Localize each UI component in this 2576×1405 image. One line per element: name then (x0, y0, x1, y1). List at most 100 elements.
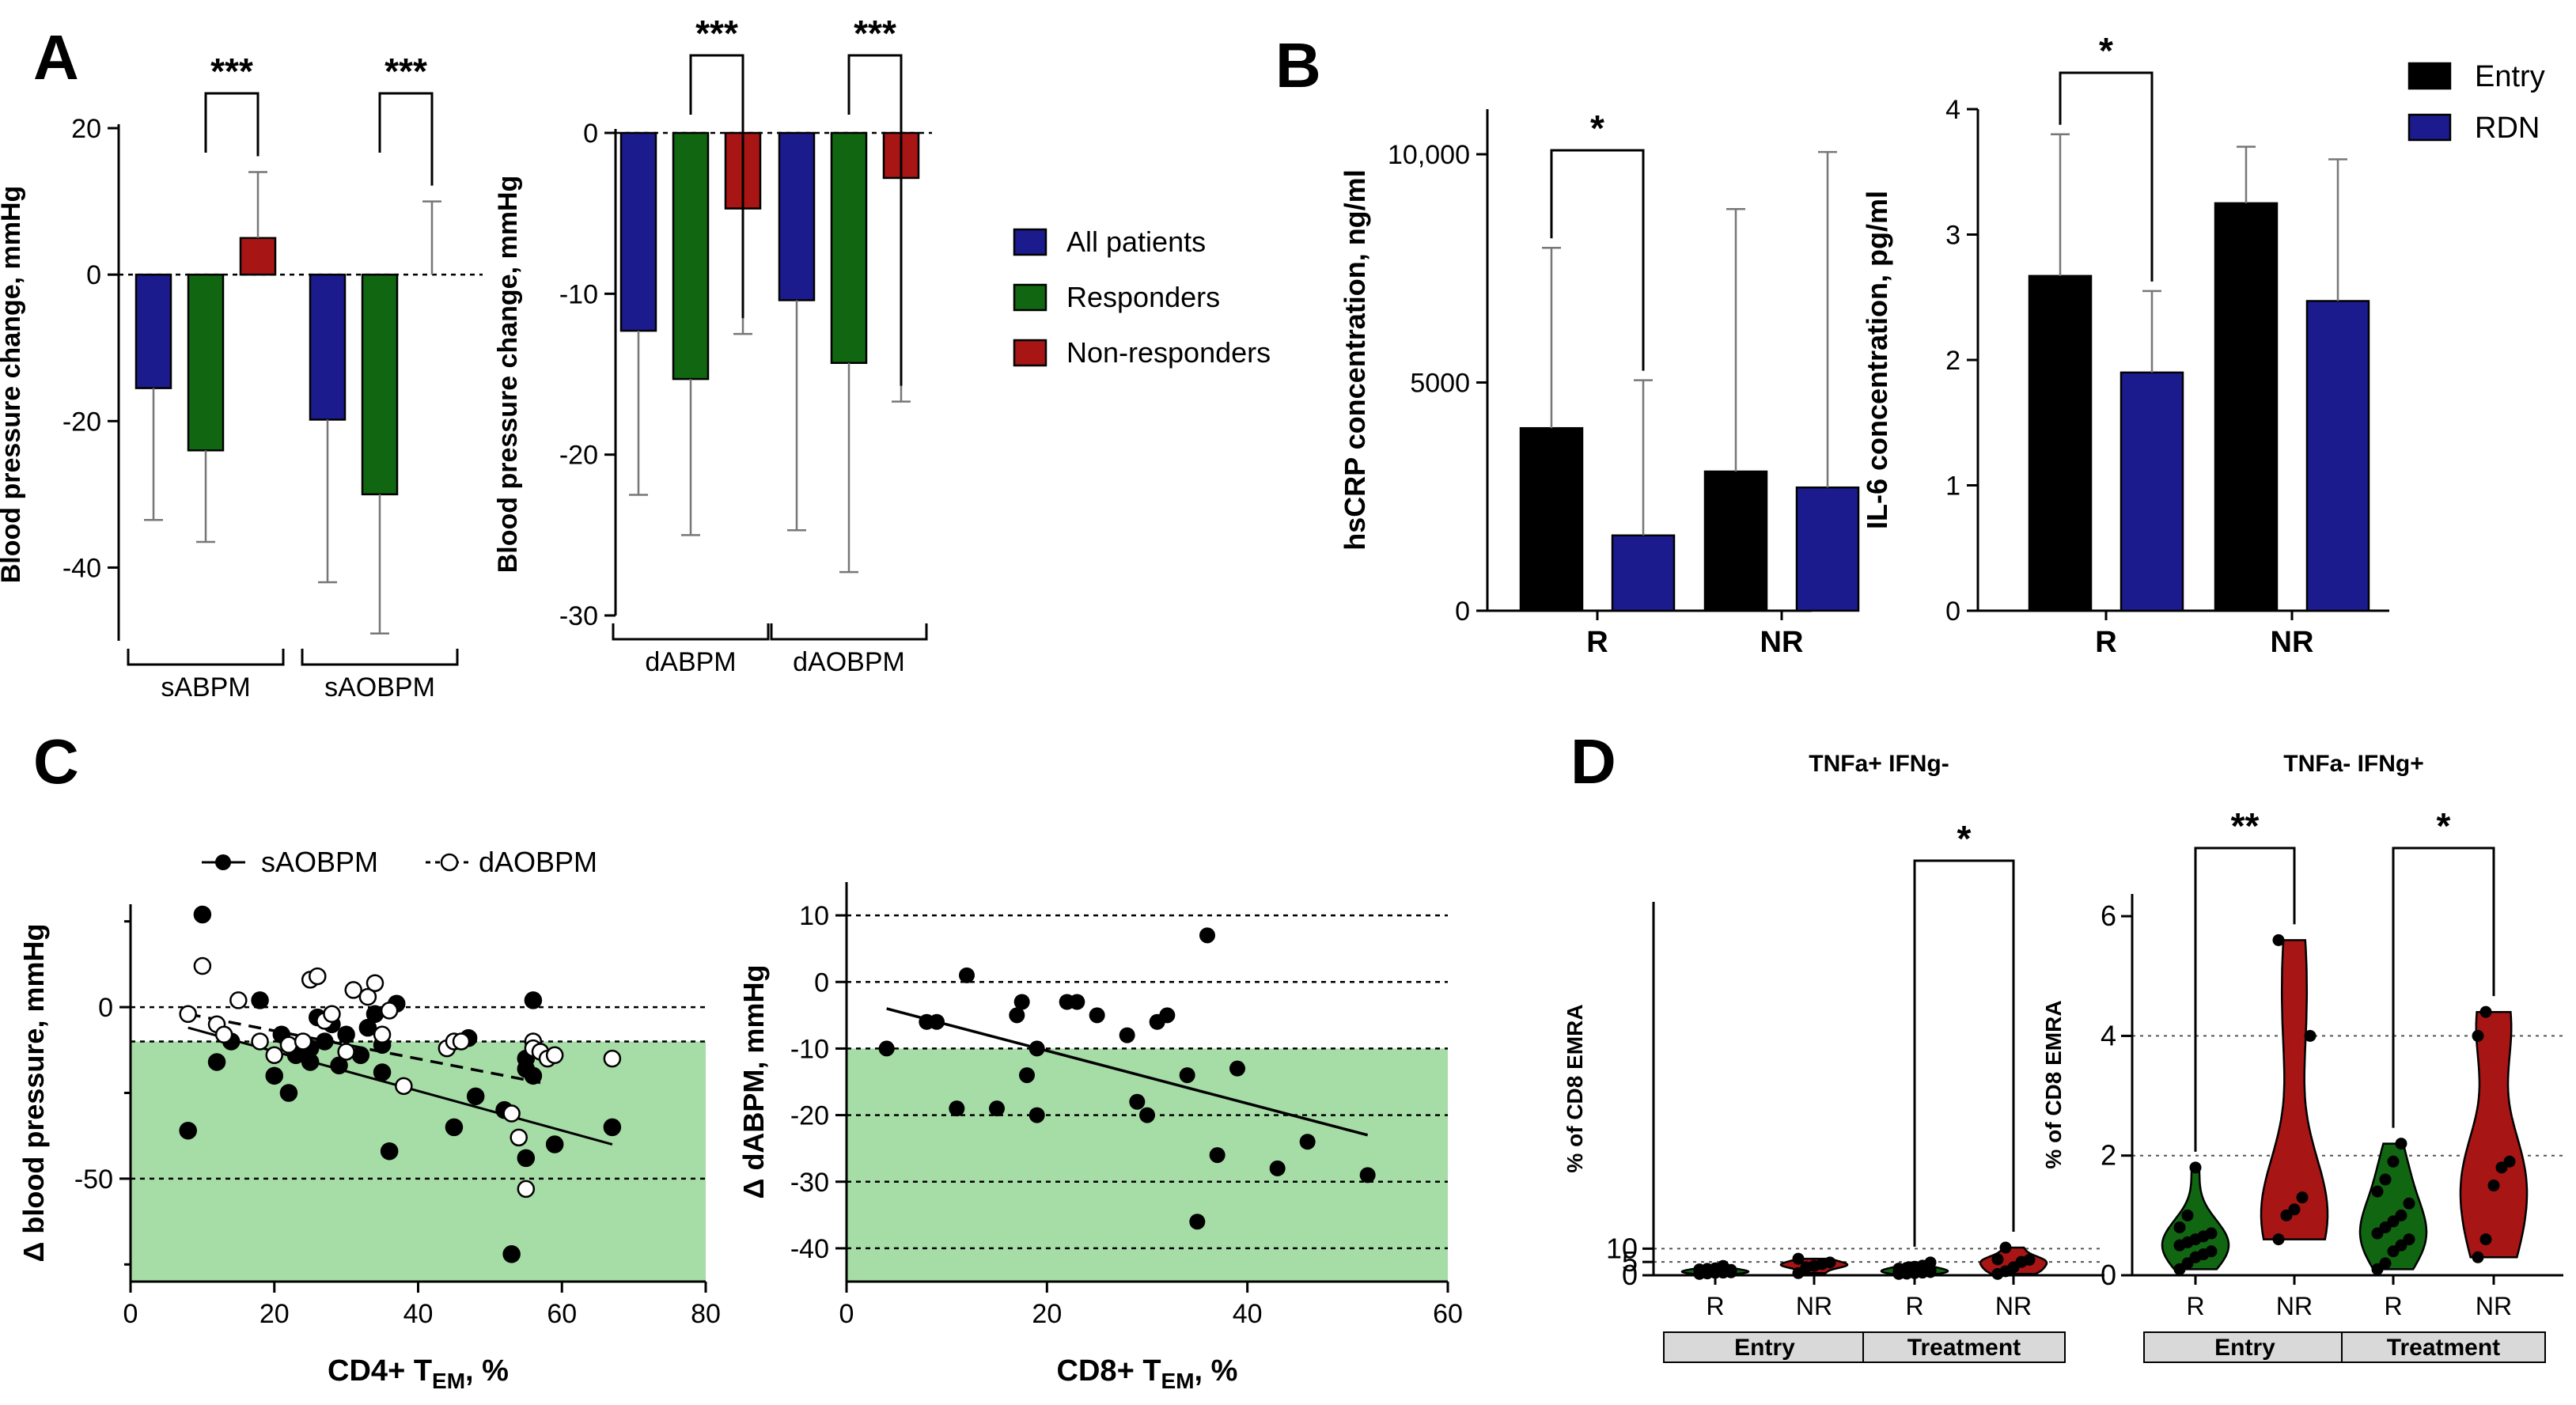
c2-point (1013, 994, 1030, 1010)
c1-point-daobpm (366, 974, 385, 992)
c1-point-saobpm (445, 1118, 464, 1137)
A2-y-tick-label: -20 (559, 441, 598, 471)
B1-sig-bracket (1550, 149, 1645, 371)
chart-b1: 0 5000 10,000 hsCRP concentration, ng/ml R NR… (1339, 108, 1860, 659)
D1-point (1717, 1259, 1729, 1272)
D1-x-tick-label: NR (1995, 1292, 2032, 1320)
D2-y-label: % of CD8 EMRA (2041, 1000, 2066, 1168)
c2-x-label: CD8+ TEM, % (1057, 1354, 1238, 1393)
c1-point-saobpm (251, 991, 269, 1009)
D1-sig-bracket (1913, 859, 2015, 1247)
chart-c1: 0 -50 0 20 40 60 80 Δ blood pressure, mmHg CD4+ … (17, 846, 721, 1393)
panel-label-a: A (33, 22, 79, 93)
c2-point (1179, 1067, 1195, 1084)
c2-point (959, 967, 975, 983)
D2-y-tick-label: 4 (2101, 1019, 2116, 1051)
c2-point (1299, 1134, 1316, 1150)
A2-sig-bracket (689, 54, 744, 319)
D2-point (2272, 934, 2285, 946)
c2-point (1159, 1007, 1176, 1024)
D2-point (2472, 1029, 2484, 1042)
A2-y-tick-label: 0 (583, 119, 598, 149)
c2-point (1069, 994, 1085, 1010)
c1-point-saobpm (330, 1056, 348, 1075)
D2-violin-nr (2459, 1010, 2529, 1259)
D2-point (2395, 1209, 2407, 1221)
c1-point-saobpm (193, 905, 212, 924)
c1-point-saobpm (358, 1018, 377, 1037)
A1-y-tick-label: -40 (63, 553, 101, 583)
D2-point (2479, 1005, 2492, 1018)
B1-bar-entry (1519, 426, 1584, 612)
c1-point-daobpm (380, 1002, 399, 1020)
B2-x-tick-label: R (2095, 626, 2116, 659)
A1-y-tick-label: -20 (63, 407, 101, 437)
D2-point (2371, 1185, 2384, 1198)
c2-green-band (847, 1048, 1448, 1282)
A1-bar-responders (187, 273, 225, 452)
D1-y-tick-label: 0 (1622, 1259, 1638, 1291)
A1-group-label: sAOBPM (324, 672, 435, 702)
B1-bar-rdn (1795, 486, 1860, 612)
c1-point-daobpm (358, 987, 377, 1006)
c1-point-saobpm (502, 1245, 521, 1263)
legend-label-rdn: RDN (2475, 112, 2540, 145)
B1-x-tick-label: NR (1760, 626, 1804, 659)
c2-point (1029, 1040, 1045, 1057)
D2-point (2403, 1233, 2415, 1246)
D1-x-tick-label: R (1905, 1292, 1923, 1320)
B2-bar-rdn (2305, 300, 2370, 612)
c1-point-saobpm (517, 1149, 536, 1168)
A1-sig-bracket (204, 92, 259, 157)
A1-y-tick-label: 0 (86, 260, 101, 290)
c1-point-saobpm (351, 1046, 370, 1065)
legend-label-all-patients: All patients (1066, 225, 1206, 258)
c1-point-daobpm (265, 1046, 283, 1065)
D2-point (2173, 1221, 2186, 1233)
panel-label-d: D (1570, 726, 1616, 797)
D2-point (2272, 1233, 2285, 1246)
c1-x-tick-label: 20 (259, 1299, 290, 1329)
c2-point (1139, 1107, 1155, 1123)
c1-point-daobpm (452, 1032, 471, 1051)
D1-y-tick-label: 10 (1606, 1232, 1638, 1264)
chart-a1: 20 0 -20 -40 Blood pressure change, mmHg sABP… (0, 51, 483, 702)
c1-legend-label-sAOBPM: sAOBPM (261, 846, 378, 878)
B2-y-tick-label: 1 (1945, 471, 1960, 502)
c1-point-daobpm (309, 967, 327, 986)
B1-y-label: hsCRP concentration, ng/ml (1339, 169, 1371, 550)
c1-point-saobpm (545, 1135, 564, 1153)
c1-point-daobpm (395, 1077, 413, 1096)
legend-label-non-responders: Non-responders (1066, 336, 1271, 369)
D2-point (2296, 1191, 2309, 1204)
c1-green-band (131, 1041, 706, 1282)
D2-point (2205, 1245, 2218, 1258)
c2-point (1129, 1093, 1146, 1110)
c1-point-daobpm (193, 956, 212, 975)
c1-x-label: CD4+ TEM, % (328, 1354, 509, 1393)
c1-point-saobpm (524, 991, 543, 1009)
B2-x-tick-label: NR (2271, 626, 2314, 659)
chart-c2: 10 0 -10 -20 -30 -40 0 20 40 60 Δ dABPM, mmHg CD8+ … (737, 882, 1463, 1393)
chart-a2: 0 -10 -20 -30 Blood pressure change, mmHg dAB… (493, 13, 932, 677)
c2-point (1009, 1007, 1025, 1024)
c2-x-tick-label: 60 (1433, 1299, 1463, 1329)
D2-point (2472, 1251, 2484, 1263)
c2-point (878, 1040, 895, 1057)
c1-point-saobpm (301, 1053, 320, 1071)
legend-label-responders: Responders (1066, 281, 1220, 313)
c2-point (1119, 1027, 1135, 1043)
A2-sig-stars: *** (854, 13, 896, 54)
D1-y-tick-label: 5 (1622, 1245, 1638, 1278)
D1-y-label: % of CD8 EMRA (1563, 1004, 1587, 1172)
D2-group-box (2341, 1331, 2546, 1363)
chart-b2: 0 1 2 3 4 IL-6 concentration, pg/ml R NR * Entry R… (1861, 30, 2545, 659)
D2-x-tick-label: NR (2276, 1292, 2313, 1320)
c1-point-daobpm (179, 1005, 197, 1024)
B1-bar-rdn (1611, 534, 1676, 612)
A2-sig-stars: *** (695, 13, 738, 54)
B1-y-tick-label: 0 (1455, 596, 1470, 627)
A1-sig-bracket (378, 92, 434, 186)
A2-bar-all-patients (778, 131, 816, 301)
